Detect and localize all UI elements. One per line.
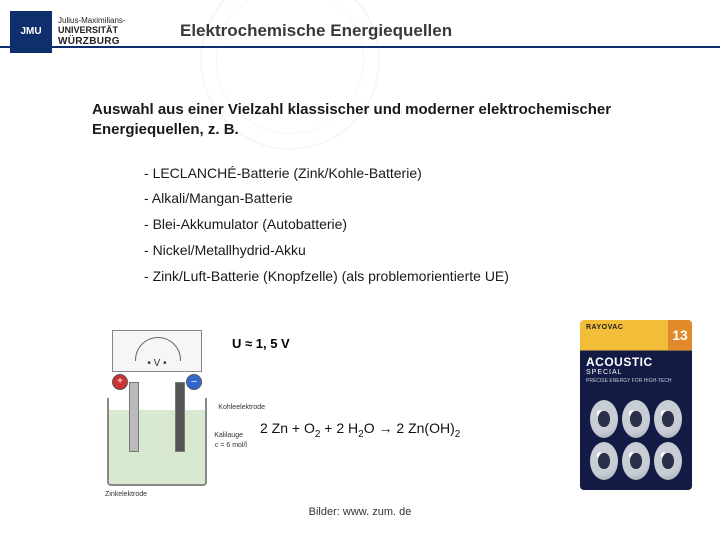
voltage-value: U ≈ 1, 5 V <box>232 336 290 351</box>
voltmeter-icon: • V • <box>112 330 202 372</box>
university-logo: JMU Julius-Maximilians- UNIVERSITÄT WÜRZ… <box>0 0 160 64</box>
bullet-list: LECLANCHÉ-Batterie (Zink/Kohle-Batterie)… <box>144 161 690 290</box>
battery-cells <box>590 400 682 480</box>
bullet-item: Alkali/Mangan-Batterie <box>144 186 690 212</box>
battery-size-tab: 13 <box>668 320 692 350</box>
logo-line2: UNIVERSITÄT <box>58 26 126 36</box>
page-title: Elektrochemische Energiequellen <box>180 21 452 41</box>
eq-part: O → 2 Zn(OH) <box>364 420 455 436</box>
beaker-icon: Kohleelektrode Kalilauge c = 6 mol/l Zin… <box>107 398 207 486</box>
button-cell-icon <box>654 442 682 480</box>
bullet-item: Nickel/Metallhydrid-Akku <box>144 238 690 264</box>
battery-tagline: PRECISE ENERGY FOR HIGH-TECH <box>586 378 686 384</box>
intro-text: Auswahl aus einer Vielzahl klassischer u… <box>92 100 690 141</box>
content-area: Auswahl aus einer Vielzahl klassischer u… <box>92 100 690 290</box>
logo-mark-text: JMU <box>20 27 41 37</box>
battery-special: SPECIAL <box>586 369 686 376</box>
bullet-item: Blei-Akkumulator (Autobatterie) <box>144 212 690 238</box>
title-bar: Elektrochemische Energiequellen <box>180 18 720 44</box>
button-cell-icon <box>622 442 650 480</box>
bullet-item: LECLANCHÉ-Batterie (Zink/Kohle-Batterie) <box>144 161 690 187</box>
battery-pack-image: RAYOVAC 13 ACOUSTIC SPECIAL PRECISE ENER… <box>580 320 692 490</box>
image-credit: Bilder: www. zum. de <box>0 506 720 518</box>
eq-part: + 2 H <box>320 420 358 436</box>
label-kalilauge2: c = 6 mol/l <box>215 442 247 449</box>
button-cell-icon <box>590 400 618 438</box>
terminals: + – <box>112 374 202 390</box>
terminal-plus-icon: + <box>112 374 128 390</box>
eq-sub: 2 <box>455 429 461 440</box>
label-kalilauge1: Kalilauge <box>214 432 243 439</box>
logo-text: Julius-Maximilians- UNIVERSITÄT WÜRZBURG <box>58 17 126 47</box>
battery-name: ACOUSTIC <box>586 355 686 369</box>
zinc-electrode-icon <box>129 382 139 452</box>
eq-part: 2 Zn + O <box>260 420 315 436</box>
label-kohle: Kohleelektrode <box>218 404 265 411</box>
title-underline <box>0 46 720 48</box>
voltmeter-label: • V • <box>113 358 201 369</box>
cell-diagram: • V • + – Kohleelektrode Kalilauge c = 6… <box>92 330 222 500</box>
button-cell-icon <box>590 442 618 480</box>
carbon-electrode-icon <box>175 382 185 452</box>
button-cell-icon <box>622 400 650 438</box>
label-zink: Zinkelektrode <box>105 491 147 498</box>
reaction-equation: 2 Zn + O2 + 2 H2O → 2 Zn(OH)2 <box>260 420 460 440</box>
terminal-minus-icon: – <box>186 374 202 390</box>
button-cell-icon <box>654 400 682 438</box>
bullet-item: Zink/Luft-Batterie (Knopfzelle) (als pro… <box>144 264 690 290</box>
